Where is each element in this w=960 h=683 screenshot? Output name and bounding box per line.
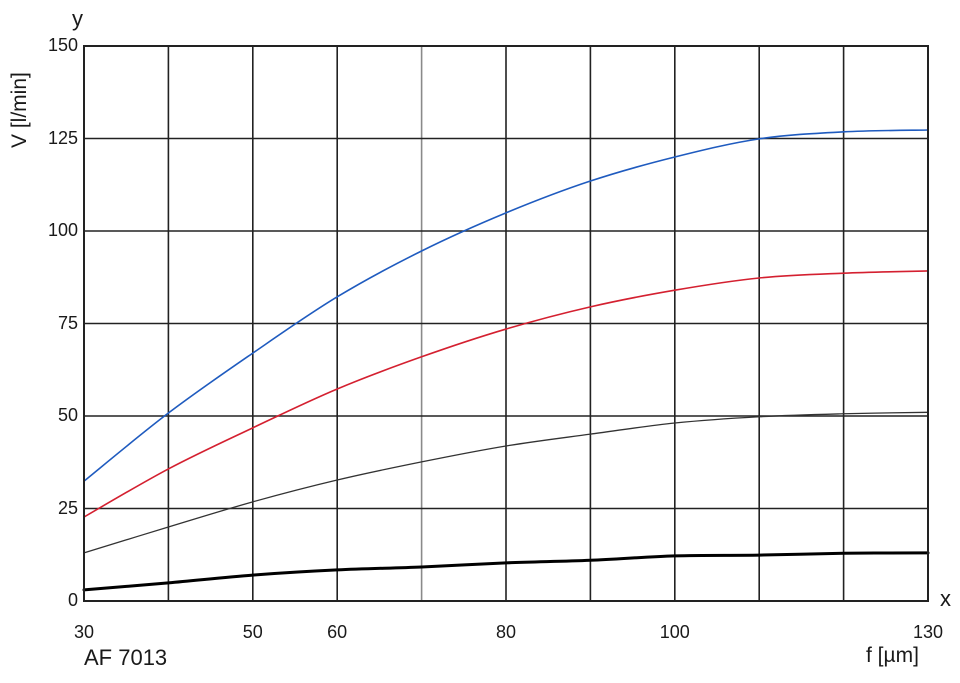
plot-frame	[83, 45, 929, 602]
y-axis-letter: y	[72, 6, 83, 31]
curve-red	[83, 270, 929, 518]
x-axis-letter: x	[940, 586, 951, 611]
x-tick-label: 100	[659, 622, 690, 642]
curve-gray	[83, 411, 929, 554]
y-tick-label: 125	[47, 127, 78, 148]
curve-blue	[83, 129, 929, 482]
y-tick-label: 25	[57, 497, 78, 518]
x-axis-label: f [µm]	[866, 644, 919, 667]
curve-black	[82, 551, 930, 592]
x-tick-label: 50	[242, 622, 263, 642]
x-tick-label: 60	[327, 622, 348, 642]
x-tick-label: 80	[495, 622, 517, 642]
y-tick-label: 0	[67, 590, 78, 610]
y-tick-label: 150	[47, 35, 78, 55]
grid-lines	[83, 45, 929, 602]
y-tick-label: 75	[57, 312, 78, 333]
x-tick-label: 130	[912, 622, 944, 642]
y-tick-label: 100	[47, 220, 78, 240]
y-tick-label: 50	[57, 405, 78, 425]
x-tick-label: 30	[73, 622, 95, 642]
data-curves	[82, 129, 930, 592]
chart-caption: AF 7013	[84, 645, 168, 670]
